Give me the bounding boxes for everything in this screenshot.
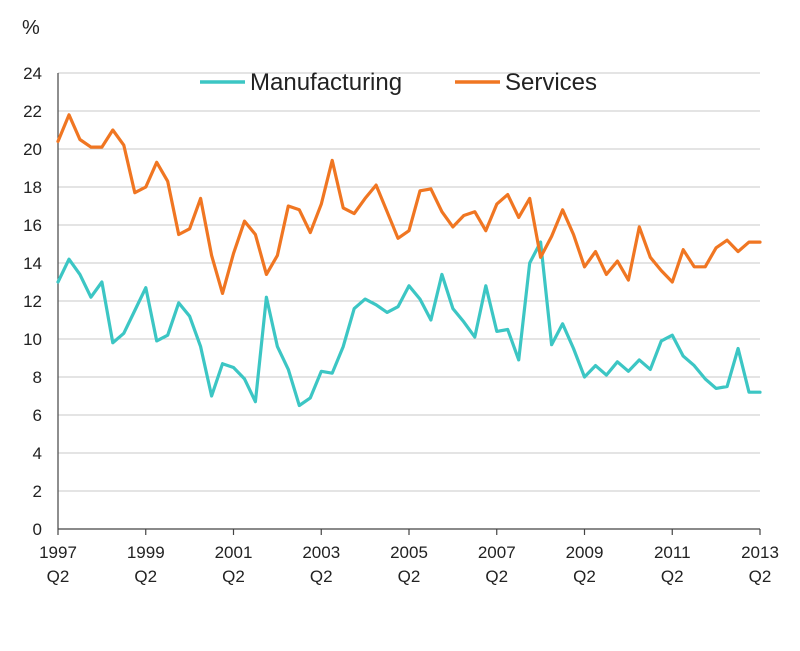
y-tick-label: 14 bbox=[23, 254, 42, 273]
series-line-services bbox=[56, 113, 762, 295]
y-tick-label: 18 bbox=[23, 178, 42, 197]
x-tick-label-quarter: Q2 bbox=[661, 567, 684, 586]
y-tick-label: 20 bbox=[23, 140, 42, 159]
y-tick-label: 16 bbox=[23, 216, 42, 235]
y-tick-label: 12 bbox=[23, 292, 42, 311]
y-tick-label: 10 bbox=[23, 330, 42, 349]
series-lines bbox=[56, 113, 762, 408]
x-tick-labels: 1997 Q2 1999 Q2 2001 Q2 2003 Q2 2005 Q2 2007 Q2 2009… bbox=[39, 543, 779, 586]
legend-label-services: Services bbox=[505, 69, 597, 96]
x-tick-label-quarter: Q2 bbox=[398, 567, 421, 586]
x-tick-label-quarter: Q2 bbox=[47, 567, 70, 586]
y-axis-unit-label: % bbox=[22, 17, 40, 39]
y-tick-label: 22 bbox=[23, 102, 42, 121]
x-tick-label-year: 1997 bbox=[39, 543, 77, 562]
legend: Manufacturing Services bbox=[200, 69, 597, 96]
x-tick-label-year: 2011 bbox=[654, 543, 691, 562]
x-tick-label-quarter: Q2 bbox=[310, 567, 333, 586]
y-tick-label: 24 bbox=[23, 64, 42, 83]
x-tick-label-year: 2007 bbox=[478, 543, 516, 562]
axes bbox=[57, 73, 761, 535]
x-tick-label-year: 1999 bbox=[127, 543, 165, 562]
x-tick-label-quarter: Q2 bbox=[134, 567, 157, 586]
x-tick-label-quarter: Q2 bbox=[573, 567, 596, 586]
y-tick-label: 2 bbox=[33, 482, 42, 501]
x-tick-label-year: 2009 bbox=[566, 543, 604, 562]
y-tick-label: 6 bbox=[33, 406, 42, 425]
x-tick-label-quarter: Q2 bbox=[485, 567, 508, 586]
y-tick-label: 0 bbox=[33, 520, 42, 539]
x-tick-label-year: 2013 bbox=[741, 543, 779, 562]
series-line-manufacturing bbox=[56, 240, 762, 408]
x-tick-label-quarter: Q2 bbox=[749, 567, 772, 586]
gridlines bbox=[58, 72, 760, 492]
x-tick-label-quarter: Q2 bbox=[222, 567, 245, 586]
legend-label-manufacturing: Manufacturing bbox=[250, 69, 402, 96]
x-tick-label-year: 2001 bbox=[215, 543, 253, 562]
x-tick-label-year: 2005 bbox=[390, 543, 428, 562]
y-tick-label: 8 bbox=[33, 368, 42, 387]
y-tick-label: 4 bbox=[33, 444, 42, 463]
x-tick-label-year: 2003 bbox=[302, 543, 340, 562]
